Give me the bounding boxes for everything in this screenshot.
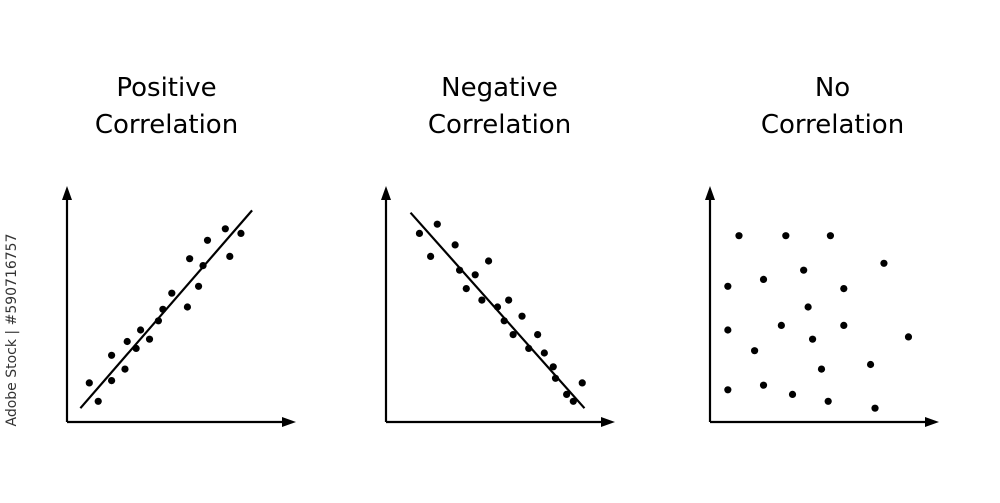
data-point [427,252,435,260]
data-point [534,331,542,339]
data-point [183,303,192,311]
data-point [509,331,517,339]
data-point [136,326,145,334]
data-point [415,229,424,237]
data-point [724,326,732,334]
x-axis-arrowhead [282,417,296,427]
data-point [578,379,586,387]
data-point [817,365,826,373]
data-point [788,390,797,398]
x-axis-arrowhead [601,417,615,427]
chart-title-line-1: Positive [116,73,217,103]
data-point [484,257,493,265]
data-point [159,305,167,313]
chart-panel-positive: Positive Correlation [0,0,333,503]
data-point [824,397,832,405]
chart-title-line-2: Correlation [94,110,239,140]
data-point [123,337,131,346]
data-point [525,344,533,352]
data-point [808,335,817,343]
data-point [826,232,835,240]
data-point [904,333,913,341]
data-point [569,397,577,405]
data-point [871,404,879,412]
data-point [782,232,790,240]
x-axis-arrowhead [925,417,939,427]
chart-title-line-1: Negative [441,73,558,103]
data-point [759,381,768,389]
data-point [505,296,513,304]
data-point [493,303,502,311]
data-point [221,225,229,233]
data-point [478,296,486,304]
data-point [724,282,732,290]
data-point [724,386,732,394]
data-point [751,347,759,355]
data-point [226,252,234,260]
data-point [804,303,812,311]
data-point [121,365,129,373]
data-point [455,266,464,274]
data-point [186,255,194,263]
y-axis-arrowhead [705,186,715,200]
data-point [108,377,116,385]
chart-panel-negative: Negative Correlation [333,0,666,503]
data-point [549,363,557,371]
data-point [540,349,548,357]
chart-panel-none: No Correlation [666,0,999,503]
data-point [145,335,154,343]
data-point [132,344,140,352]
data-point [840,321,848,329]
data-point [154,317,163,325]
data-point [777,321,785,329]
data-point [203,236,212,244]
data-point [85,379,93,387]
y-axis-arrowhead [381,186,391,200]
chart-title-line-2: Correlation [427,110,572,140]
data-point [880,259,888,267]
data-point [194,282,203,290]
data-point [500,317,508,325]
data-point [735,232,743,240]
data-point [471,271,479,279]
data-point [433,220,441,228]
data-point [462,285,470,293]
y-axis-arrowhead [62,186,72,200]
data-point [551,374,560,382]
data-point [759,275,768,283]
data-point [168,289,176,297]
data-point [840,285,848,293]
data-point [237,229,245,237]
data-point [94,397,102,405]
data-point [451,241,459,249]
data-point [518,312,526,320]
data-point [563,390,571,398]
data-point [199,262,207,270]
data-point [800,266,808,274]
data-point [108,351,116,359]
data-point [866,360,875,369]
chart-title-line-1: No [814,73,851,103]
chart-title-line-2: Correlation [760,110,905,140]
